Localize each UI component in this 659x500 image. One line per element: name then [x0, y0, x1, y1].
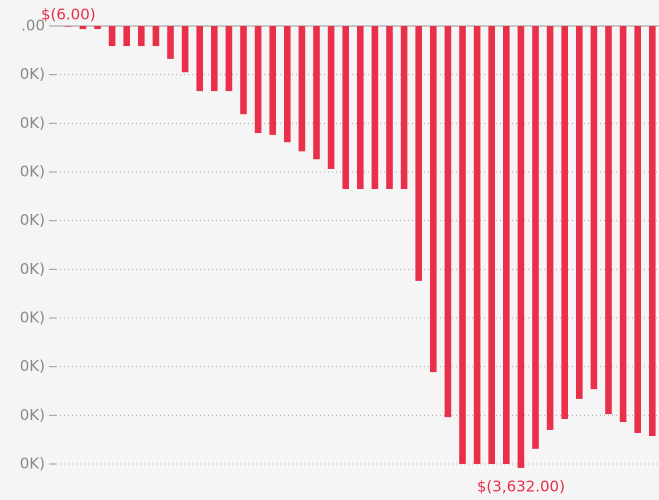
bar — [634, 26, 641, 433]
y-tick-label: 0K) — [20, 211, 45, 229]
bar — [371, 26, 379, 190]
bar — [503, 26, 510, 464]
y-tick-label: 0K) — [20, 309, 45, 327]
bar — [444, 26, 452, 418]
bar — [459, 26, 466, 464]
bar — [576, 26, 583, 399]
bar — [225, 26, 233, 92]
bar — [211, 26, 218, 92]
value-label: $(6.00) — [41, 6, 96, 24]
bar — [386, 26, 393, 190]
bar — [488, 26, 495, 464]
y-tick-label: 0K) — [20, 260, 45, 278]
bar — [649, 26, 656, 437]
bar — [269, 26, 276, 135]
bar — [342, 26, 349, 190]
y-tick-label: 0K) — [20, 163, 45, 181]
bar — [94, 26, 101, 30]
y-tick-label: 0K) — [20, 65, 45, 83]
bar — [605, 26, 612, 415]
y-tick-label: 0K) — [20, 455, 45, 473]
bar — [138, 26, 145, 47]
bar — [123, 26, 130, 47]
bar — [313, 26, 320, 160]
bar — [327, 26, 335, 169]
bar — [152, 26, 160, 47]
bar — [357, 26, 364, 190]
bar — [430, 26, 437, 373]
bar — [254, 26, 262, 134]
bar — [546, 26, 554, 430]
bar — [284, 26, 291, 143]
bar — [400, 26, 408, 190]
y-tick-label: 0K) — [20, 406, 45, 424]
bar — [561, 26, 568, 419]
y-tick-label: 0K) — [20, 357, 45, 375]
bar — [517, 26, 525, 468]
bar — [79, 26, 87, 30]
bar — [619, 26, 627, 423]
bar — [196, 26, 203, 92]
bar — [240, 26, 247, 115]
bar — [181, 26, 189, 73]
bar — [590, 26, 598, 390]
bar — [532, 26, 539, 449]
y-tick-label: 0K) — [20, 114, 45, 132]
value-label: $(3,632.00) — [477, 477, 565, 495]
bar — [108, 26, 116, 47]
bar — [65, 26, 72, 27]
bar — [415, 26, 422, 281]
bar — [167, 26, 174, 59]
bar — [473, 26, 481, 464]
bar — [298, 26, 306, 152]
y-tick-label: .00 — [21, 17, 45, 35]
